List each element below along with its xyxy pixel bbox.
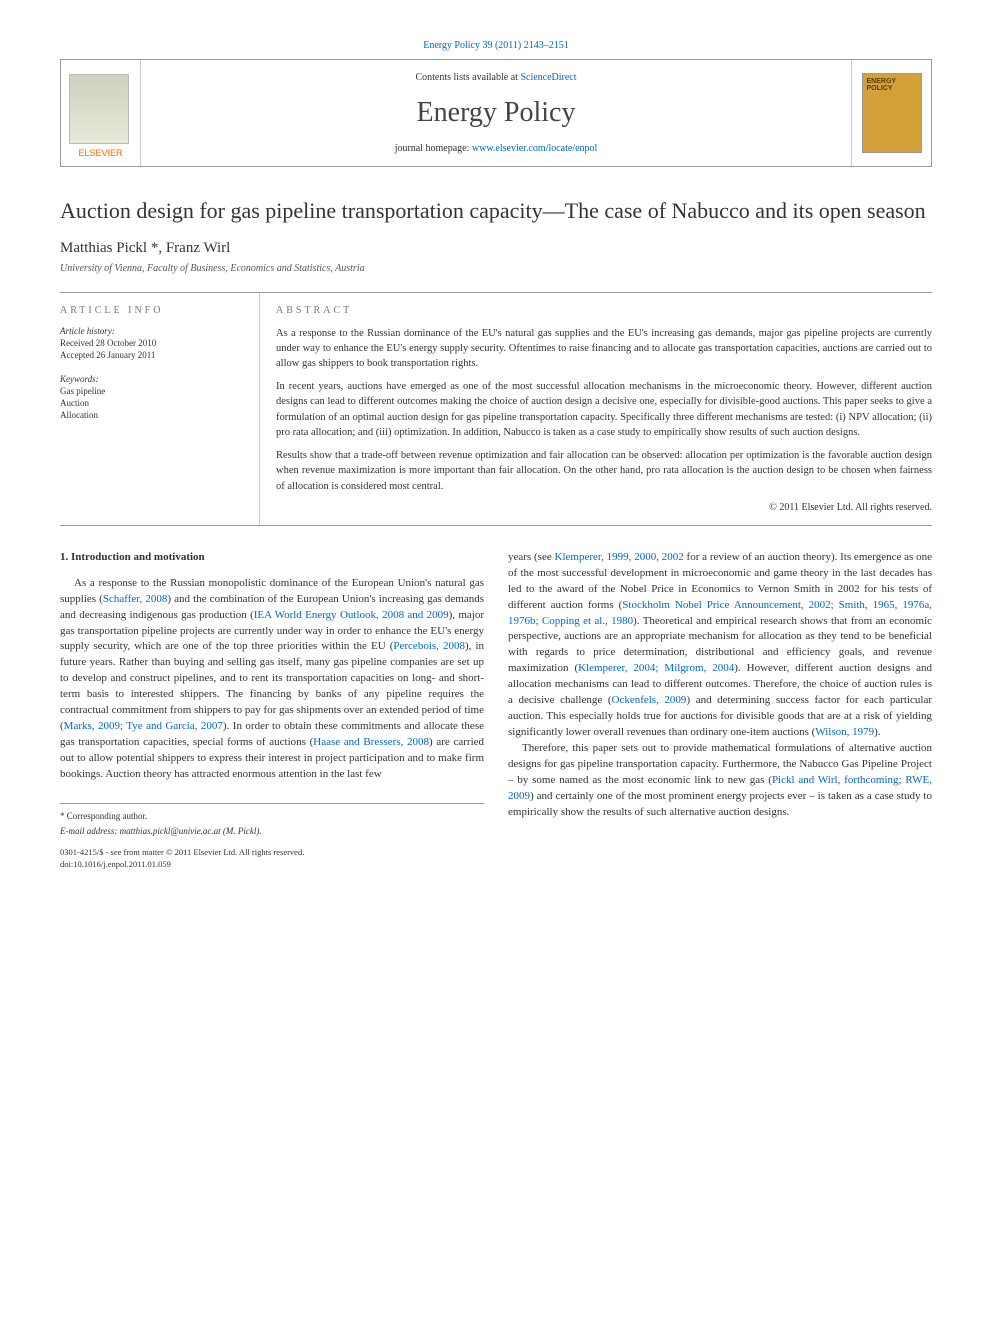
journal-cover-area: ENERGY POLICY	[851, 60, 931, 166]
keyword-1: Gas pipeline	[60, 386, 247, 396]
body-para-2: years (see Klemperer, 1999, 2000, 2002 f…	[508, 550, 932, 741]
journal-homepage-line: journal homepage: www.elsevier.com/locat…	[153, 143, 839, 154]
body-para-3: Therefore, this paper sets out to provid…	[508, 741, 932, 821]
ref-link-haase[interactable]: Haase and Bressers, 2008	[313, 736, 429, 748]
journal-header-box: ELSEVIER Contents lists available at Sci…	[60, 59, 932, 167]
ref-link-klemperer-04[interactable]: Klemperer, 2004; Milgrom, 2004	[578, 662, 734, 674]
article-info-heading: ARTICLE INFO	[60, 305, 247, 316]
section-1-heading: 1. Introduction and motivation	[60, 550, 484, 566]
sciencedirect-link[interactable]: ScienceDirect	[520, 72, 576, 83]
article-info-column: ARTICLE INFO Article history: Received 2…	[60, 293, 260, 525]
ref-link-schaffer[interactable]: Schaffer, 2008	[103, 593, 168, 605]
publisher-logo-area: ELSEVIER	[61, 60, 141, 166]
ref-link-percebois[interactable]: Percebois, 2008	[393, 640, 465, 652]
ref-link-wilson[interactable]: Wilson, 1979	[815, 726, 874, 738]
abstract-p1: As a response to the Russian dominance o…	[276, 326, 932, 372]
text: ), in future years. Rather than buying a…	[60, 640, 484, 732]
keywords-label: Keywords:	[60, 374, 247, 384]
abstract-p3: Results show that a trade-off between re…	[276, 448, 932, 494]
journal-homepage-link[interactable]: www.elsevier.com/locate/enpol	[472, 143, 597, 154]
ref-link-marks[interactable]: Marks, 2009; Tye and Garcia, 2007	[64, 720, 223, 732]
journal-cover-thumbnail: ENERGY POLICY	[862, 73, 922, 153]
keyword-3: Allocation	[60, 410, 247, 420]
contents-available-line: Contents lists available at ScienceDirec…	[153, 72, 839, 83]
contents-prefix: Contents lists available at	[415, 72, 520, 83]
info-abstract-row: ARTICLE INFO Article history: Received 2…	[60, 292, 932, 526]
article-history-block: Article history: Received 28 October 201…	[60, 326, 247, 360]
doi-line: doi:10.1016/j.enpol.2011.01.059	[60, 858, 484, 870]
journal-reference: Energy Policy 39 (2011) 2143–2151	[60, 40, 932, 51]
abstract-p2: In recent years, auctions have emerged a…	[276, 379, 932, 440]
elsevier-tree-icon	[69, 74, 129, 144]
history-label: Article history:	[60, 326, 247, 336]
text: ) and certainly one of the most prominen…	[508, 790, 932, 818]
text: years (see	[508, 551, 555, 563]
body-column-right: years (see Klemperer, 1999, 2000, 2002 f…	[508, 550, 932, 871]
ref-link-iea[interactable]: IEA World Energy Outlook, 2008 and 2009	[254, 609, 449, 621]
issn-line: 0301-4215/$ - see front matter © 2011 El…	[60, 846, 484, 858]
authors: Matthias Pickl *, Franz Wirl	[60, 240, 932, 257]
publisher-name: ELSEVIER	[69, 148, 132, 158]
body-columns: 1. Introduction and motivation As a resp…	[60, 550, 932, 871]
journal-name: Energy Policy	[153, 97, 839, 129]
keywords-block: Keywords: Gas pipeline Auction Allocatio…	[60, 374, 247, 420]
abstract-heading: ABSTRACT	[276, 305, 932, 316]
body-column-left: 1. Introduction and motivation As a resp…	[60, 550, 484, 871]
affiliation: University of Vienna, Faculty of Busines…	[60, 263, 932, 274]
corresponding-author: * Corresponding author.	[60, 810, 484, 823]
ref-link-ockenfels[interactable]: Ockenfels, 2009	[612, 694, 687, 706]
header-center: Contents lists available at ScienceDirec…	[141, 60, 851, 166]
abstract-column: ABSTRACT As a response to the Russian do…	[260, 293, 932, 525]
email-line: E-mail address: matthias.pickl@univie.ac…	[60, 825, 484, 838]
keyword-2: Auction	[60, 398, 247, 408]
homepage-prefix: journal homepage:	[395, 143, 472, 154]
abstract-copyright: © 2011 Elsevier Ltd. All rights reserved…	[276, 502, 932, 513]
body-para-1: As a response to the Russian monopolisti…	[60, 576, 484, 783]
ref-link-klemperer-99[interactable]: Klemperer, 1999, 2000, 2002	[555, 551, 684, 563]
text: ).	[874, 726, 880, 738]
article-title: Auction design for gas pipeline transpor…	[60, 197, 932, 226]
email-address: matthias.pickl@univie.ac.at (M. Pickl).	[120, 826, 262, 836]
footer-block: * Corresponding author. E-mail address: …	[60, 803, 484, 871]
received-date: Received 28 October 2010	[60, 338, 247, 348]
accepted-date: Accepted 26 January 2011	[60, 350, 247, 360]
email-label: E-mail address:	[60, 826, 120, 836]
